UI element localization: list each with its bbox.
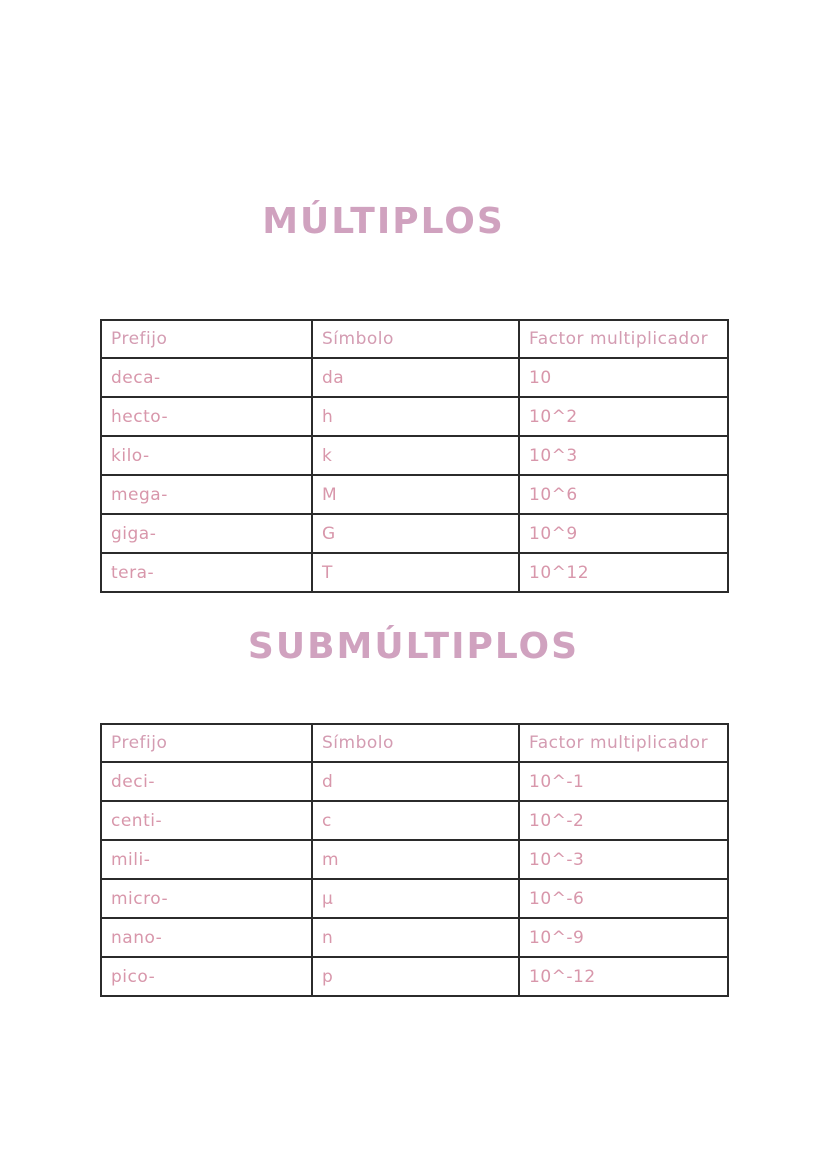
table-cell: m: [311, 839, 520, 880]
table-cell: giga-: [100, 513, 313, 554]
header-row: Prefijo Símbolo Factor multiplicador: [100, 319, 729, 359]
table-cell: pico-: [100, 956, 313, 997]
submultiplos-heading: SUBMÚLTIPLOS: [247, 626, 580, 667]
table-cell: tera-: [100, 552, 313, 593]
table-row: deci-d 10^-1: [100, 761, 729, 802]
table-cell: h: [311, 396, 520, 437]
table-cell: centi-: [100, 800, 313, 841]
table-cell: micro-: [100, 878, 313, 919]
table-cell: 10^6: [518, 474, 729, 515]
table-row: kilo-k 10^3: [100, 435, 729, 476]
table-cell: 10^2: [518, 396, 729, 437]
table-cell: T: [311, 552, 520, 593]
table-cell: 10^-2: [518, 800, 729, 841]
table-cell: 10^12: [518, 552, 729, 593]
table-cell: nano-: [100, 917, 313, 958]
table-row: hecto-h 10^2: [100, 396, 729, 437]
column-header: Símbolo: [311, 723, 520, 763]
table-cell: G: [311, 513, 520, 554]
table-row: pico-p 10^-12: [100, 956, 729, 997]
table-row: micro-µ 10^-6: [100, 878, 729, 919]
table-cell: µ: [311, 878, 520, 919]
table-cell: c: [311, 800, 520, 841]
header-row: Prefijo Símbolo Factor multiplicador: [100, 723, 729, 763]
table-row: nano-n 10^-9: [100, 917, 729, 958]
table-cell: da: [311, 357, 520, 398]
column-header: Prefijo: [100, 723, 313, 763]
table-cell: 10: [518, 357, 729, 398]
table-cell: 10^-1: [518, 761, 729, 802]
multiplos-table: Prefijo Símbolo Factor multiplicador deca-d…: [100, 319, 729, 593]
table-cell: hecto-: [100, 396, 313, 437]
table-cell: M: [311, 474, 520, 515]
table-cell: 10^-12: [518, 956, 729, 997]
submultiplos-table: Prefijo Símbolo Factor multiplicador deci-d…: [100, 723, 729, 997]
table-cell: mega-: [100, 474, 313, 515]
column-header: Factor multiplicador: [518, 723, 729, 763]
table-row: giga- G 10^9: [100, 513, 729, 554]
table-cell: d: [311, 761, 520, 802]
column-header: Prefijo: [100, 319, 313, 359]
table-cell: 10^3: [518, 435, 729, 476]
table-cell: 10^-3: [518, 839, 729, 880]
table-cell: deca-: [100, 357, 313, 398]
table-cell: k: [311, 435, 520, 476]
table-cell: p: [311, 956, 520, 997]
table-cell: 10^-9: [518, 917, 729, 958]
column-header: Símbolo: [311, 319, 520, 359]
table-row: centi-c 10^-2: [100, 800, 729, 841]
table-row: deca-da 10: [100, 357, 729, 398]
multiplos-heading: MÚLTIPLOS: [262, 201, 505, 242]
column-header: Factor multiplicador: [518, 319, 729, 359]
table-cell: 10^9: [518, 513, 729, 554]
table-cell: mili-: [100, 839, 313, 880]
table-cell: 10^-6: [518, 878, 729, 919]
table-row: tera- T 10^12: [100, 552, 729, 593]
table-row: mega- M 10^6: [100, 474, 729, 515]
table-cell: kilo-: [100, 435, 313, 476]
table-cell: n: [311, 917, 520, 958]
table-cell: deci-: [100, 761, 313, 802]
table-row: mili-m 10^-3: [100, 839, 729, 880]
